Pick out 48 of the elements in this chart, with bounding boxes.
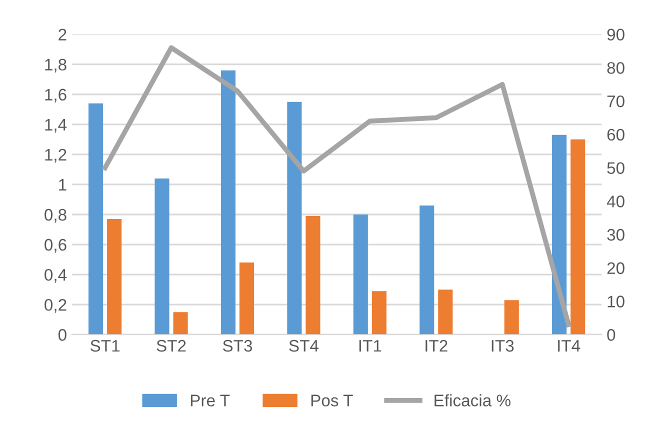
y2-tick-label: 20 [607,262,624,274]
y2-tick-label: 0 [607,329,616,341]
bar [173,312,188,335]
y-tick-label: 1,4 [45,118,67,133]
bar [287,102,302,335]
y-tick-label: 2 [58,28,66,40]
x-tick-label: IT2 [426,340,448,352]
y-tick-label: 1,2 [45,148,66,163]
y-tick-label: 1,8 [45,58,66,73]
y-tick-label: 0,6 [44,238,66,253]
bar [88,103,104,335]
bar [107,219,122,335]
y2-tick-label: 30 [607,228,624,241]
bar [154,178,170,335]
bar [438,290,453,335]
bar [306,216,320,335]
y2-tick-label: 90 [607,28,624,41]
bar [353,214,368,335]
x-tick-label: IT1 [359,340,382,352]
y2-tick-label: 60 [607,128,624,141]
bar [570,139,586,335]
bar [420,205,434,335]
y2-tick-label: 10 [608,296,624,308]
x-tick-label: ST1 [90,340,120,352]
x-tick-label: IT4 [558,340,580,352]
y-tick-label: 1,6 [45,88,66,103]
legend-label: Pre T [190,394,230,406]
x-tick-label: ST4 [289,340,318,352]
x-tick-label: IT3 [492,340,514,352]
y-tick-label: 1 [59,179,66,191]
y2-tick-label: 70 [607,95,624,108]
y2-tick-label: 50 [607,162,624,174]
y2-tick-label: 40 [606,196,624,208]
bar [552,134,567,335]
legend-label: Pos T [311,394,353,406]
bar [220,70,236,335]
bar [239,262,254,335]
y-tick-label: 0,4 [44,268,67,283]
x-tick-label: ST2 [156,340,186,352]
line-series [102,45,571,328]
legend-label: Eficacia % [434,394,510,406]
x-tick-label: ST3 [222,340,252,352]
y-tick-label: 0,8 [44,208,66,223]
y-tick-label: 0 [58,329,66,341]
y2-tick-label: 80 [607,62,624,74]
bar [372,291,386,335]
bar [504,300,519,335]
y-tick-label: 0,2 [44,298,66,313]
